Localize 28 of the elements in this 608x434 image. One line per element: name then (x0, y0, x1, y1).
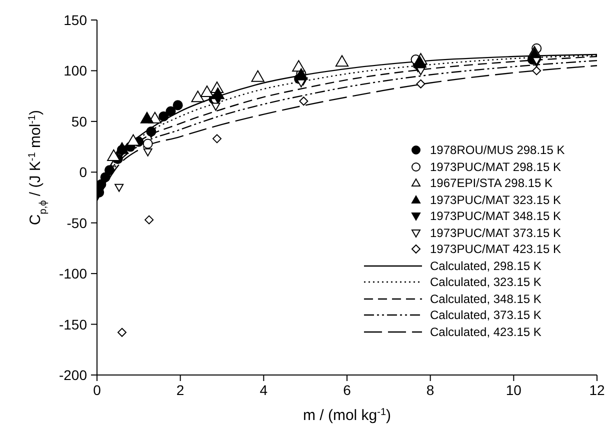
legend-label: Calculated, 373.15 K (430, 307, 542, 324)
legend-label: 1978ROU/MUS 298.15 K (430, 142, 565, 158)
x-tick-label: 4 (260, 382, 268, 398)
legend-label: 1973PUC/MAT 373.15 K (430, 224, 561, 241)
x-tick-label: 10 (506, 382, 522, 398)
y-tick-label: 0 (79, 164, 88, 180)
legend-label: Calculated, 423.15 K (430, 324, 542, 340)
y-tick-label: 100 (64, 62, 88, 79)
x-tick-label: 12 (589, 382, 605, 398)
y-tick-label: -50 (66, 214, 88, 231)
y-tick-label: 150 (64, 12, 88, 28)
legend-label: 1973PUC/MAT 323.15 K (430, 192, 561, 208)
legend-label: Calculated, 348.15 K (430, 290, 542, 307)
y-tick-label: 50 (71, 113, 88, 130)
y-tick-label: -150 (58, 316, 88, 332)
y-tick-label: -200 (58, 366, 88, 383)
legend-label: Calculated, 298.15 K (430, 258, 542, 274)
x-tick-label: 2 (176, 382, 184, 398)
legend-label: 1973PUC/MAT 423.15 K (430, 241, 561, 258)
legend-label: Calculated, 323.15 K (430, 274, 542, 290)
legend-label: 1973PUC/MAT 298.15 K (430, 158, 561, 175)
x-axis-title: m / (mol kg$^{-1}$) (302, 406, 392, 424)
x-tick-label: 0 (93, 382, 102, 398)
legend-label: 1973PUC/MAT 348.15 K (430, 208, 561, 224)
x-tick-label: 6 (343, 382, 352, 398)
y-tick-label: -100 (58, 266, 88, 282)
x-tick-label: 8 (426, 382, 434, 398)
legend-label: 1967EPI/STA 298.15 K (430, 175, 553, 192)
